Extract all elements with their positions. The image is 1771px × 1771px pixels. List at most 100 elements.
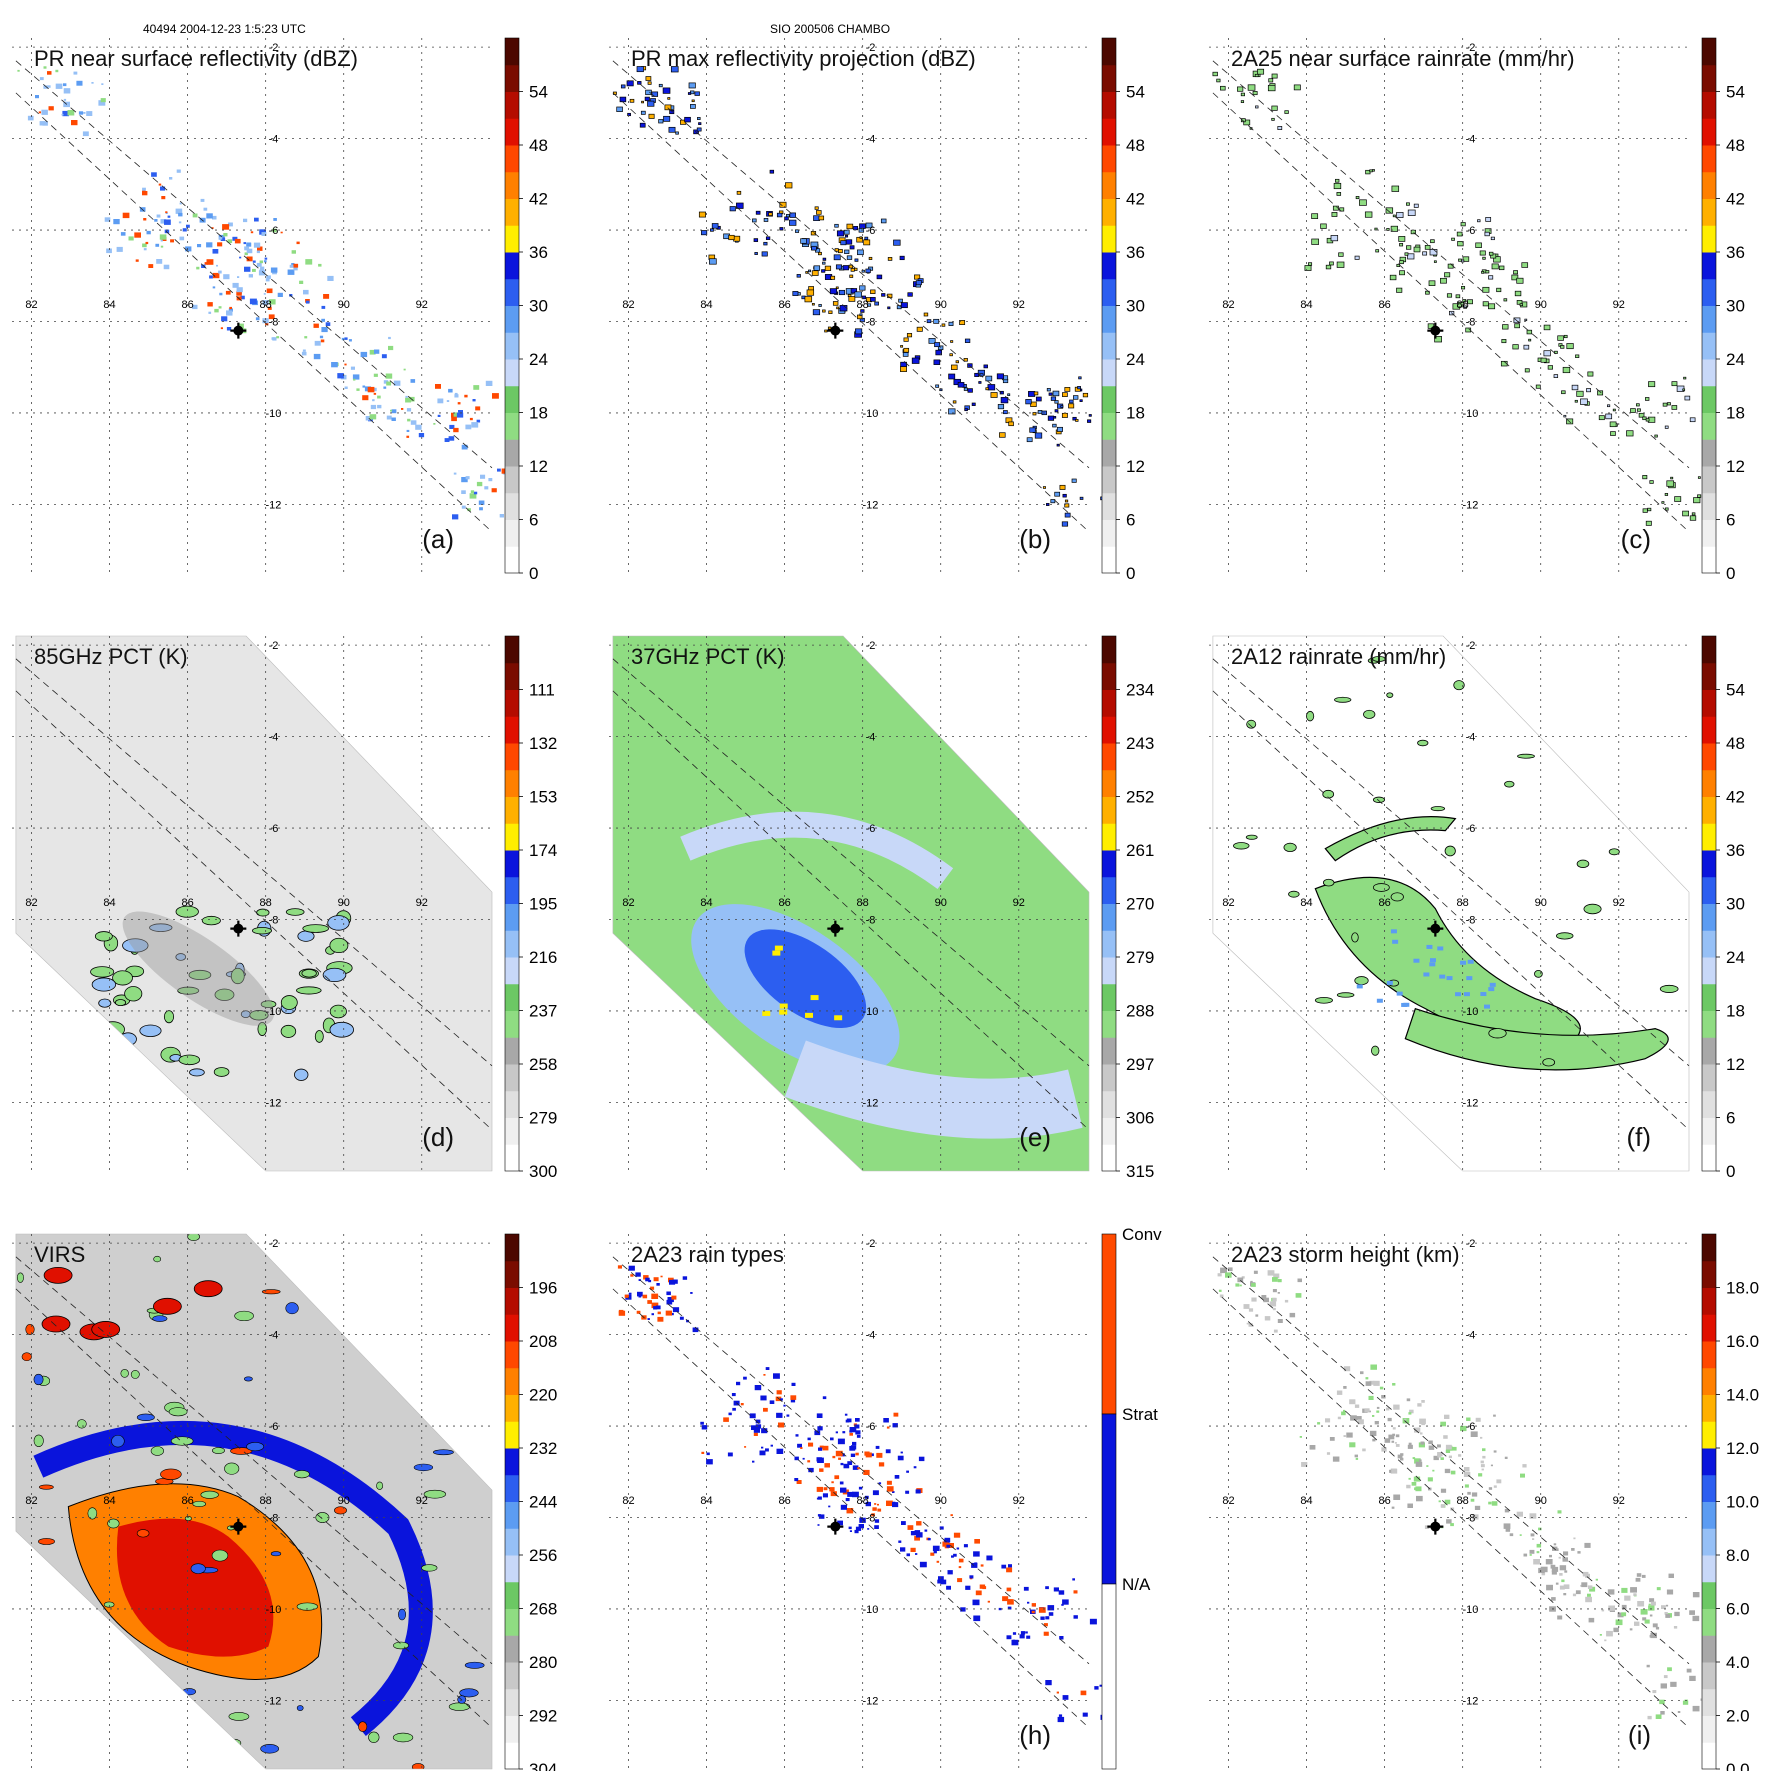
lon-tick-label: 90 bbox=[1535, 897, 1547, 909]
colorbar-tick-label: 12 bbox=[529, 457, 548, 476]
colorbar-tick-label: 24 bbox=[529, 350, 548, 369]
lon-tick-label: 86 bbox=[181, 299, 193, 311]
lat-tick-label: -2 bbox=[269, 1238, 279, 1250]
colorbar: 315 306 297 288 279 270 261 252 243 234 bbox=[1101, 635, 1154, 1181]
panel-c: 82 84 86 88 90 92 -2 -4 -6 -8 -10 -12 2A25 near surf… bbox=[1209, 37, 1745, 583]
lat-tick-label: -8 bbox=[269, 1513, 279, 1525]
colorbar-tick-label: 54 bbox=[1726, 681, 1745, 700]
colorbar-tick-label: 48 bbox=[529, 136, 548, 155]
lon-tick-label: 88 bbox=[1457, 897, 1469, 909]
panel-title: VIRS bbox=[34, 1242, 85, 1267]
panel-tag: (i) bbox=[1628, 1720, 1651, 1750]
lat-tick-label: -6 bbox=[269, 823, 279, 835]
swath-edge-line bbox=[15, 92, 493, 533]
lon-tick-label: 82 bbox=[25, 897, 37, 909]
lat-lon-grid bbox=[12, 636, 492, 1171]
panel-title: 2A23 storm height (km) bbox=[1231, 1242, 1460, 1267]
panel-tag: (d) bbox=[422, 1122, 454, 1152]
colorbar: 0 6 12 18 24 30 36 42 48 54 bbox=[1701, 635, 1745, 1181]
colorbar-tick-label: 220 bbox=[529, 1386, 557, 1405]
colorbar-tick-label: 30 bbox=[529, 297, 548, 316]
colorbar: N/A Strat Conv bbox=[1101, 1225, 1162, 1770]
swath-edge-line bbox=[15, 1256, 493, 1665]
swath-edge-line bbox=[1212, 1256, 1690, 1665]
colorbar-tick-label: 42 bbox=[1726, 190, 1745, 209]
lat-lon-grid bbox=[609, 38, 1089, 573]
lat-tick-label: -12 bbox=[1463, 499, 1479, 511]
data-field bbox=[15, 635, 493, 1172]
lon-tick-label: 84 bbox=[1300, 1495, 1312, 1507]
colorbar-tick-label: 0 bbox=[1726, 1162, 1735, 1181]
colorbar-tick-label: 12 bbox=[1126, 457, 1145, 476]
lat-tick-label: -10 bbox=[1463, 408, 1479, 420]
lon-tick-label: 88 bbox=[857, 1495, 869, 1507]
colorbar-tick-label: 36 bbox=[1726, 841, 1745, 860]
colorbar-tick-label: 6 bbox=[529, 511, 538, 530]
colorbar-tick-label: 36 bbox=[1126, 243, 1145, 262]
colorbar-tick-label: 48 bbox=[1726, 136, 1745, 155]
panel-tag: (c) bbox=[1621, 524, 1651, 554]
lat-tick-label: -2 bbox=[866, 640, 876, 652]
colorbar-tick-label: 174 bbox=[529, 841, 557, 860]
lat-tick-label: -8 bbox=[1466, 317, 1476, 329]
lat-tick-label: -8 bbox=[866, 915, 876, 927]
lon-tick-label: 84 bbox=[700, 299, 712, 311]
colorbar-tick-label: 54 bbox=[1726, 83, 1745, 102]
lat-tick-label: -8 bbox=[866, 1513, 876, 1525]
colorbar-tick-label: 48 bbox=[1726, 734, 1745, 753]
data-field bbox=[17, 66, 508, 520]
lat-lon-grid bbox=[1209, 38, 1689, 573]
colorbar-tick-label: 216 bbox=[529, 948, 557, 967]
lon-tick-label: 88 bbox=[857, 897, 869, 909]
lon-tick-label: 86 bbox=[181, 1495, 193, 1507]
colorbar-tick-label: 279 bbox=[1126, 948, 1154, 967]
colorbar-tick-label: 297 bbox=[1126, 1055, 1154, 1074]
colorbar-tick-label: 16.0 bbox=[1726, 1332, 1759, 1351]
lon-tick-label: 84 bbox=[103, 299, 115, 311]
lon-tick-label: 90 bbox=[338, 1495, 350, 1507]
lat-tick-label: -6 bbox=[866, 225, 876, 237]
colorbar-tick-label: 42 bbox=[529, 190, 548, 209]
panel-g: 82 84 86 88 90 92 -2 -4 -6 -8 -10 -12 VIRS 304 292 280 2… bbox=[12, 1233, 557, 1771]
colorbar-tick-label: 261 bbox=[1126, 841, 1154, 860]
panel-title: 2A25 near surface rainrate (mm/hr) bbox=[1231, 46, 1575, 71]
lat-tick-label: -10 bbox=[1463, 1604, 1479, 1616]
panel-i: 82 84 86 88 90 92 -2 -4 -6 -8 -10 -12 2A23 storm hei… bbox=[1209, 1233, 1759, 1771]
lon-tick-label: 88 bbox=[260, 897, 272, 909]
colorbar-tick-label: 12 bbox=[1726, 1055, 1745, 1074]
lon-tick-label: 90 bbox=[338, 897, 350, 909]
lon-tick-label: 90 bbox=[1535, 1495, 1547, 1507]
panel-d: 82 84 86 88 90 92 -2 -4 -6 -8 -10 -12 85GHz PCT (K) (… bbox=[12, 635, 557, 1181]
panel-tag: (b) bbox=[1019, 524, 1051, 554]
lat-lon-grid bbox=[12, 1234, 492, 1769]
swath-edge-line bbox=[1212, 60, 1690, 469]
colorbar-tick-label: 237 bbox=[529, 1002, 557, 1021]
lon-tick-label: 88 bbox=[1457, 1495, 1469, 1507]
lon-tick-label: 90 bbox=[1535, 299, 1547, 311]
colorbar-tick-label: 2.0 bbox=[1726, 1707, 1750, 1726]
colorbar-tick-label: 6.0 bbox=[1726, 1600, 1750, 1619]
colorbar-tick-label: 18 bbox=[1126, 404, 1145, 423]
lat-tick-label: -2 bbox=[269, 42, 279, 54]
colorbar-tick-label: 306 bbox=[1126, 1109, 1154, 1128]
lat-tick-label: -4 bbox=[269, 732, 279, 744]
colorbar-tick-label: 243 bbox=[1126, 734, 1154, 753]
lon-tick-label: 92 bbox=[1613, 299, 1625, 311]
lat-lon-grid bbox=[12, 38, 492, 573]
colorbar-tick-label: 30 bbox=[1726, 895, 1745, 914]
colorbar-tick-label: 24 bbox=[1726, 948, 1745, 967]
colorbar-tick-label: 280 bbox=[529, 1653, 557, 1672]
colorbar-tick-label: 300 bbox=[529, 1162, 557, 1181]
lat-tick-label: -2 bbox=[1466, 42, 1476, 54]
colorbar-tick-label: 196 bbox=[529, 1279, 557, 1298]
lat-tick-label: -10 bbox=[1463, 1006, 1479, 1018]
lat-tick-label: -2 bbox=[1466, 640, 1476, 652]
colorbar-tick-label: 234 bbox=[1126, 681, 1154, 700]
lat-tick-label: -10 bbox=[266, 1006, 282, 1018]
lat-tick-label: -2 bbox=[866, 42, 876, 54]
colorbar-tick-label: 0 bbox=[529, 564, 538, 583]
swath-edge-line bbox=[612, 92, 1090, 533]
lon-tick-label: 90 bbox=[338, 299, 350, 311]
colorbar-tick-label: 10.0 bbox=[1726, 1493, 1759, 1512]
